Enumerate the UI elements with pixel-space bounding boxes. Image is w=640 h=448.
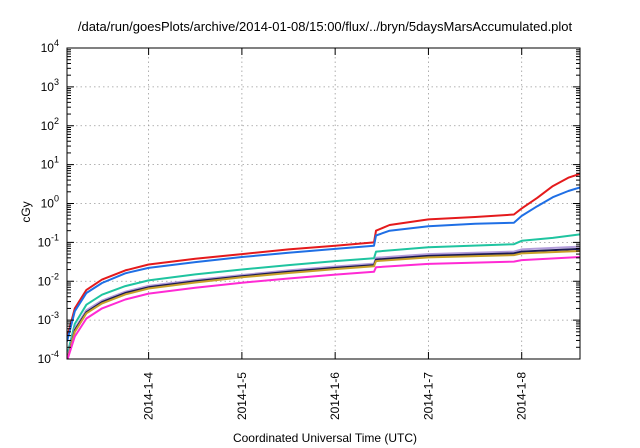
y-tick-exponent: -2 [51, 271, 59, 281]
series-line-4 [67, 245, 580, 359]
y-tick-base: 10 [38, 352, 52, 366]
x-tick-label: 2014-1-6 [328, 372, 342, 420]
y-tick-label: 10-2 [38, 271, 59, 288]
series-line-3 [67, 233, 580, 357]
y-tick-label: 100 [41, 194, 59, 211]
y-tick-label: 101 [41, 155, 59, 172]
y-tick-label: 10-4 [38, 349, 59, 366]
series-line-6 [67, 250, 580, 359]
y-tick-base: 10 [41, 119, 55, 133]
x-tick-label: 2014-1-7 [421, 372, 435, 420]
y-tick-base: 10 [41, 41, 55, 55]
y-tick-exponent: 1 [54, 155, 59, 165]
y-tick-base: 10 [38, 313, 52, 327]
y-tick-exponent: -3 [51, 310, 59, 320]
y-tick-label: 102 [41, 116, 59, 133]
x-tick-label: 2014-1-8 [515, 372, 529, 420]
y-tick-base: 10 [38, 274, 52, 288]
y-tick-exponent: -4 [51, 349, 59, 359]
y-axis-label: cGy [19, 201, 33, 222]
series-line-2 [67, 186, 580, 342]
x-axis-label: Coordinated Universal Time (UTC) [233, 431, 417, 445]
chart-title: /data/run/goesPlots/archive/2014-01-08/1… [78, 19, 573, 34]
series-line-7 [67, 256, 580, 359]
y-tick-base: 10 [38, 235, 52, 249]
y-tick-exponent: 4 [54, 38, 59, 48]
y-tick-label: 104 [41, 38, 59, 55]
y-tick-exponent: -1 [51, 232, 59, 242]
y-tick-exponent: 0 [54, 194, 59, 204]
y-tick-exponent: 3 [54, 77, 59, 87]
x-tick-label: 2014-1-5 [235, 372, 249, 420]
grid-lines [67, 48, 580, 359]
x-tick-labels: 2014-1-4 2014-1-5 2014-1-6 2014-1-7 2014-1-8 [142, 372, 529, 420]
y-tick-label: 10-3 [38, 310, 59, 327]
y-tick-base: 10 [41, 197, 55, 211]
y-tick-base: 10 [41, 158, 55, 172]
tick-marks [67, 47, 580, 360]
x-tick-label: 2014-1-4 [142, 372, 156, 420]
series-layer [67, 172, 580, 359]
y-tick-base: 10 [41, 80, 55, 94]
y-tick-label: 103 [41, 77, 59, 94]
y-tick-exponent: 2 [54, 116, 59, 126]
y-tick-label: 10-1 [38, 232, 59, 249]
series-line-5 [67, 247, 580, 359]
